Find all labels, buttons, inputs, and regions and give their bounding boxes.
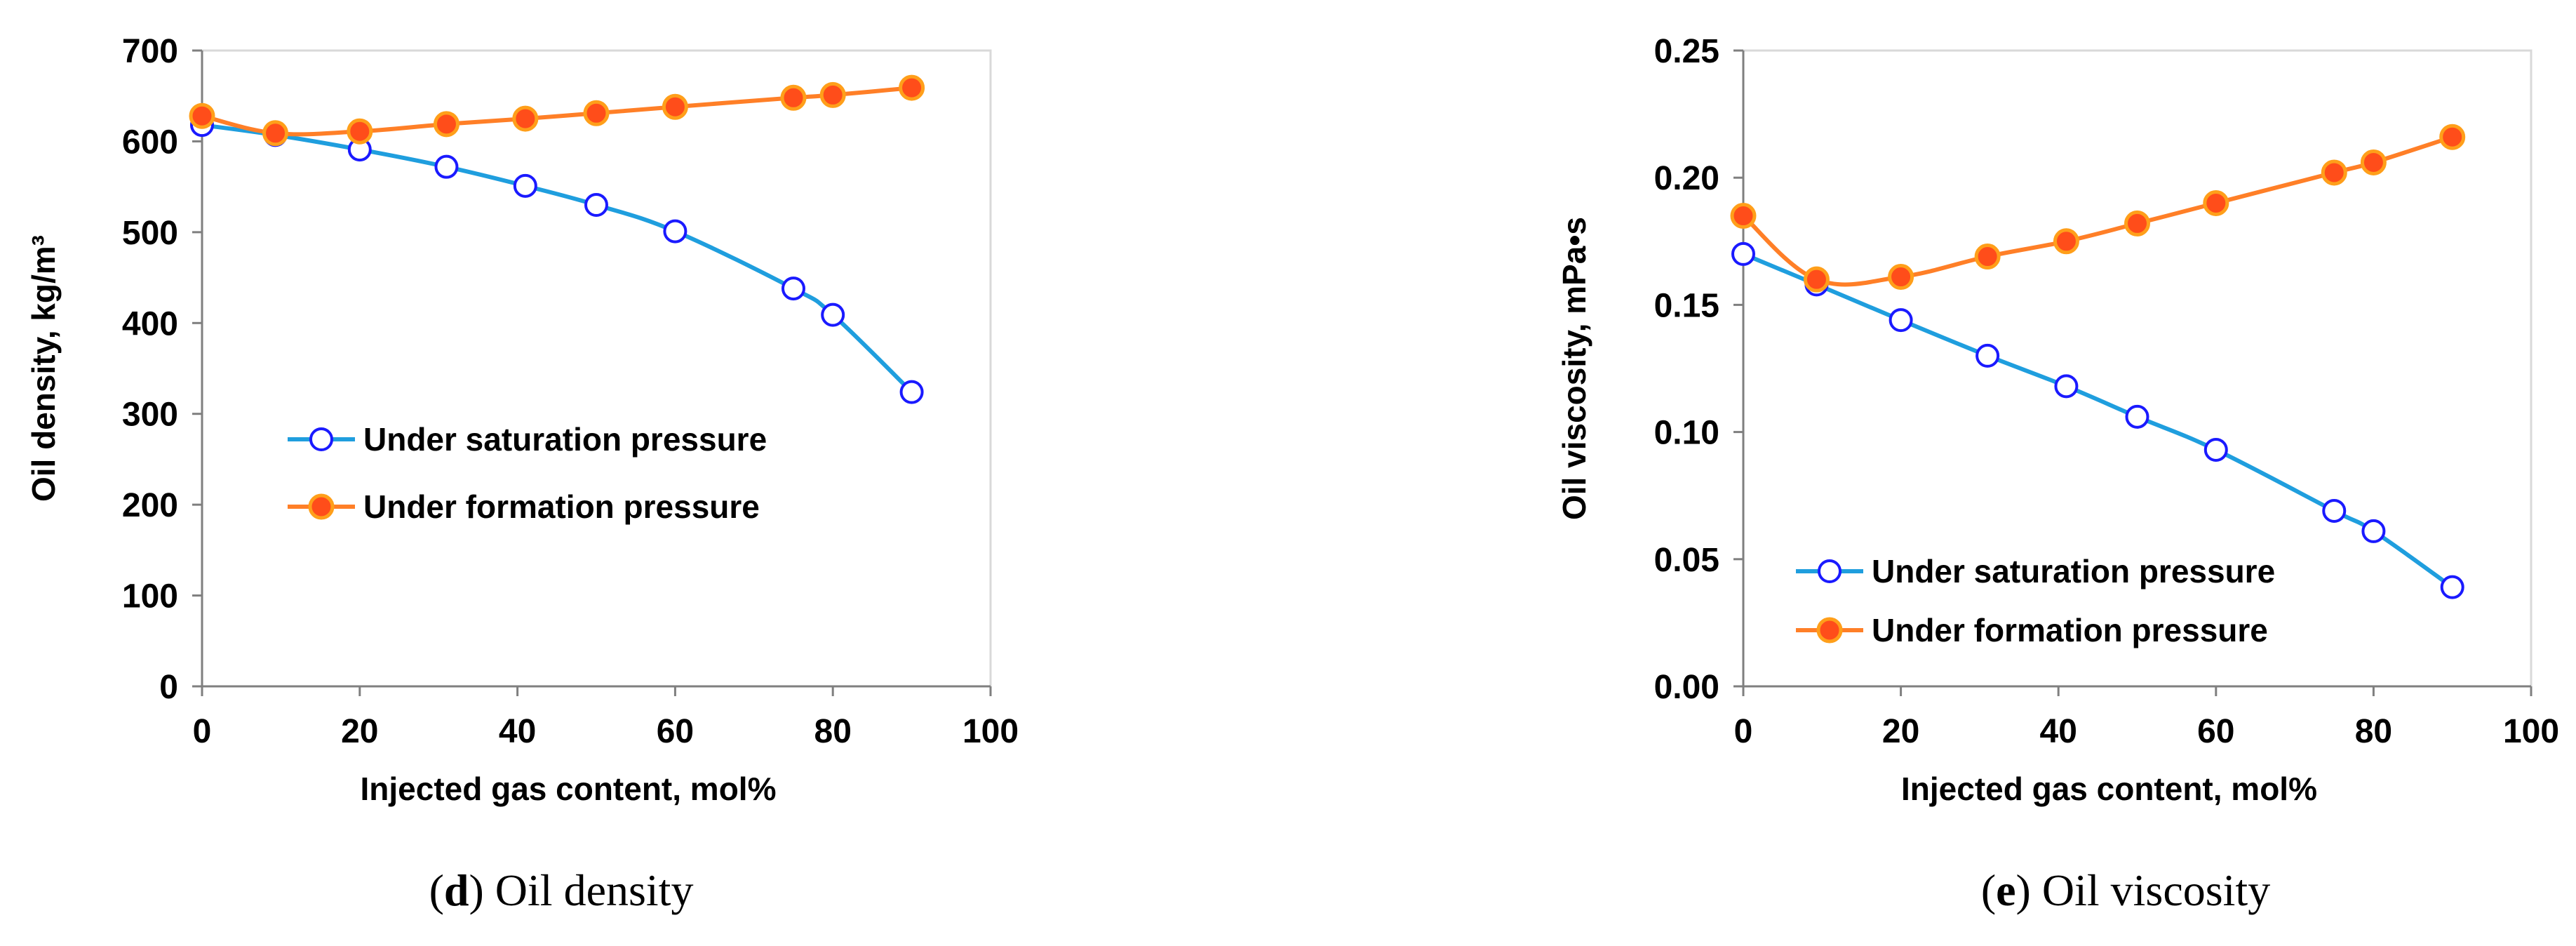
data-point-formation — [2321, 159, 2347, 186]
caption-paren: ) — [2016, 865, 2031, 915]
data-point-saturation — [2440, 575, 2464, 599]
x-tick-label: 20 — [341, 713, 378, 750]
data-point-formation — [2203, 189, 2229, 216]
x-tick-label: 0 — [1734, 713, 1753, 750]
legend-marker — [1818, 559, 1842, 583]
legend-marker — [308, 493, 335, 520]
data-point-saturation — [2361, 519, 2386, 543]
data-point-saturation — [663, 219, 687, 244]
plot-area — [201, 49, 992, 688]
y-tick-label: 100 — [122, 578, 178, 615]
y-axis-title: Oil viscosity, mPa•s — [1556, 217, 1592, 520]
x-tick-label: 0 — [193, 713, 212, 750]
x-tick-label: 60 — [2197, 713, 2234, 750]
data-point-formation — [433, 111, 459, 138]
caption-letter: e — [1996, 865, 2015, 915]
y-tick-label: 500 — [122, 215, 178, 252]
series-line-formation — [1742, 135, 2453, 287]
y-tick-label: 300 — [122, 397, 178, 434]
data-point-formation — [262, 120, 289, 147]
x-tick-label: 20 — [1882, 713, 1919, 750]
data-point-formation — [819, 81, 846, 108]
data-point-saturation — [2125, 404, 2149, 429]
data-point-formation — [2360, 149, 2387, 175]
data-point-formation — [2124, 210, 2150, 236]
y-tick-label: 0.00 — [1654, 669, 1719, 706]
data-point-saturation — [513, 173, 537, 198]
legend-label: Under formation pressure — [1872, 612, 2268, 648]
data-point-formation — [1730, 203, 1757, 229]
y-tick-label: 600 — [122, 124, 178, 161]
x-tick-label: 100 — [2503, 713, 2559, 750]
data-point-formation — [1974, 244, 2001, 270]
legend-marker — [309, 427, 333, 451]
series-line-saturation — [201, 123, 913, 394]
caption-paren: ( — [1981, 865, 1996, 915]
caption-text: Oil density — [484, 865, 694, 915]
series-line-formation — [201, 86, 912, 137]
y-tick-label: 0.05 — [1654, 542, 1719, 579]
legend-label: Under saturation pressure — [363, 421, 767, 458]
figure-caption: (d) Oil density — [429, 865, 694, 915]
y-tick-label: 0.15 — [1654, 287, 1719, 324]
data-point-saturation — [821, 302, 845, 327]
caption-text: Oil viscosity — [2031, 865, 2270, 915]
data-point-saturation — [1731, 241, 1755, 266]
legend-label: Under saturation pressure — [1872, 553, 2275, 589]
data-point-formation — [2053, 228, 2079, 255]
data-point-formation — [1803, 266, 1830, 293]
y-tick-label: 0 — [159, 669, 178, 706]
plot-area — [1742, 49, 2533, 688]
data-point-formation — [2439, 124, 2466, 150]
data-point-saturation — [781, 277, 805, 301]
y-tick-label: 0.25 — [1654, 33, 1719, 70]
data-point-formation — [512, 105, 539, 132]
y-tick-label: 0.20 — [1654, 160, 1719, 197]
y-tick-label: 400 — [122, 305, 178, 342]
data-point-saturation — [1975, 343, 2000, 368]
data-point-saturation — [2054, 374, 2079, 399]
data-point-saturation — [2203, 437, 2228, 462]
legend-label: Under formation pressure — [363, 488, 760, 525]
y-tick-label: 200 — [122, 487, 178, 524]
data-point-saturation — [1889, 308, 1913, 333]
legend-marker — [1816, 617, 1843, 644]
caption-paren: ) — [469, 865, 483, 915]
data-point-formation — [189, 102, 215, 129]
x-tick-label: 40 — [499, 713, 536, 750]
data-point-formation — [780, 84, 807, 111]
data-point-formation — [1888, 264, 1914, 291]
x-tick-label: 60 — [657, 713, 694, 750]
data-point-saturation — [584, 193, 608, 218]
data-point-saturation — [899, 380, 924, 404]
data-point-formation — [662, 93, 688, 120]
chart-oil-viscosity: 0.00 0.05 0.10 0.15 0.20 0.25 0 20 40 60 80 100 Inje… — [1556, 33, 2559, 915]
series-line-saturation — [1742, 252, 2454, 589]
data-point-formation — [583, 100, 610, 126]
y-tick-label: 0.10 — [1654, 415, 1719, 452]
data-point-formation — [899, 74, 925, 101]
chart-oil-density: 0 100 200 300 400 500 600 700 0 20 40 60 80 100 Inject… — [25, 33, 1019, 915]
x-tick-label: 40 — [2040, 713, 2077, 750]
caption-letter: d — [444, 865, 469, 915]
x-axis-title: Injected gas content, mol% — [361, 771, 777, 807]
x-tick-label: 100 — [962, 713, 1019, 750]
data-point-saturation — [434, 154, 459, 179]
data-point-saturation — [2322, 498, 2347, 523]
data-point-formation — [347, 118, 373, 145]
x-tick-label: 80 — [814, 713, 852, 750]
x-tick-label: 80 — [2355, 713, 2392, 750]
y-axis-title: Oil density, kg/m³ — [25, 235, 62, 502]
x-axis-title: Injected gas content, mol% — [1901, 771, 2317, 807]
figure-caption: (e) Oil viscosity — [1981, 865, 2270, 915]
y-tick-label: 700 — [122, 33, 178, 70]
caption-paren: ( — [429, 865, 444, 915]
